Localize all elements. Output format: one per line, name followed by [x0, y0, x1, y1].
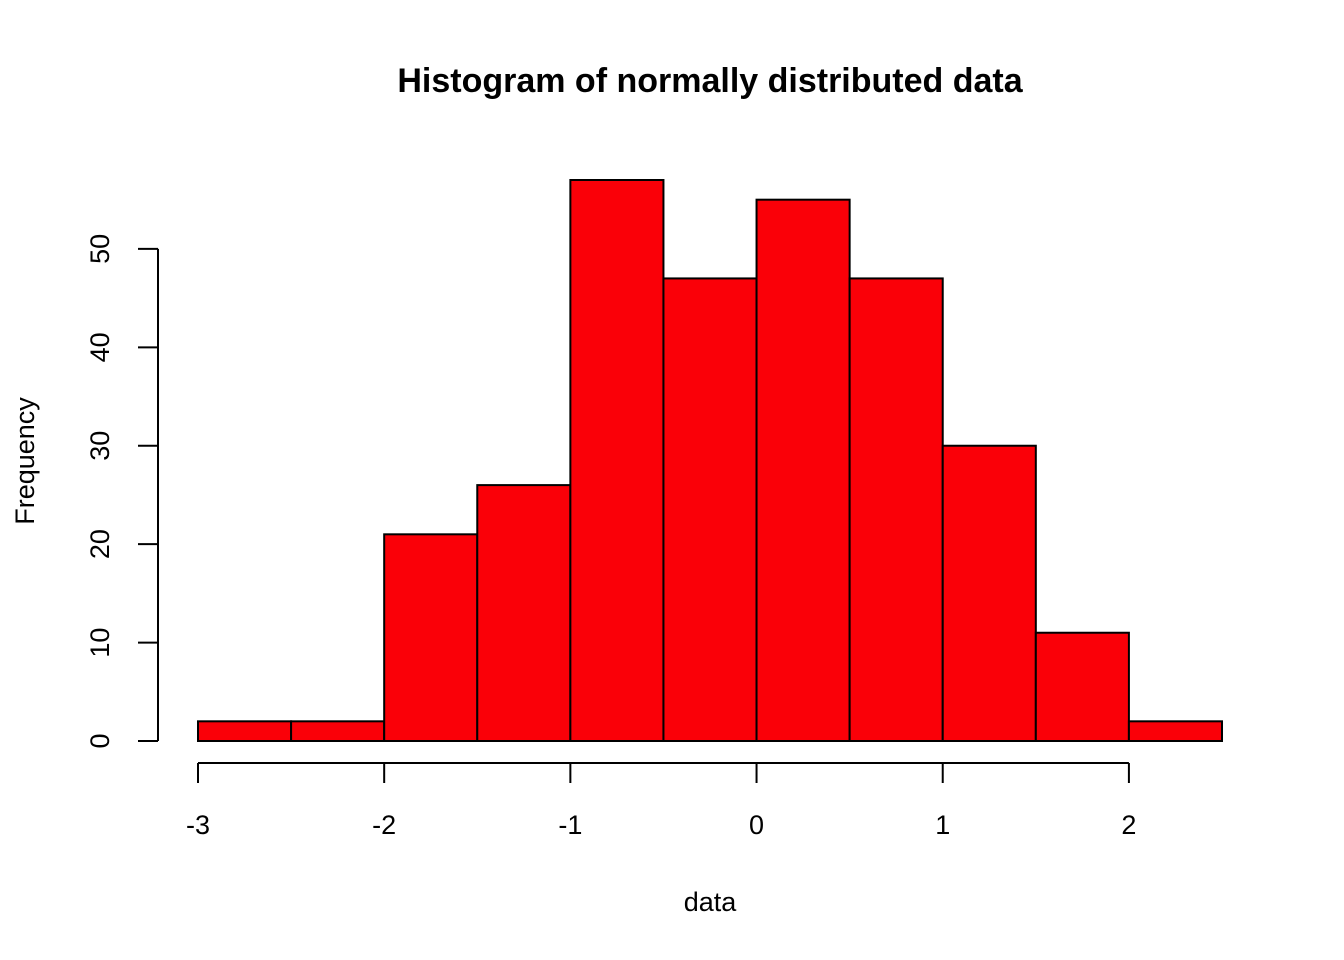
- histogram-bar: [290, 720, 386, 743]
- y-axis: 0 10 20 30 40 50: [85, 234, 159, 749]
- histogram-bar: [476, 484, 572, 742]
- y-tick-label: 20: [85, 529, 115, 559]
- y-tick-label: 0: [85, 733, 115, 748]
- x-tick-label: -3: [186, 810, 210, 840]
- histogram-bar: [1127, 720, 1223, 743]
- x-tick-label: 2: [1121, 810, 1136, 840]
- chart-title: Histogram of normally distributed data: [397, 62, 1023, 100]
- x-tick-label: -2: [372, 810, 396, 840]
- histogram-bar: [941, 444, 1037, 742]
- histogram-bar: [755, 198, 851, 742]
- histogram-bar: [848, 277, 944, 742]
- x-tick-label: 1: [935, 810, 950, 840]
- histogram-bar: [383, 533, 479, 742]
- y-tick-label: 10: [85, 628, 115, 658]
- y-axis-label: Frequency: [10, 397, 40, 525]
- y-tick-label: 30: [85, 431, 115, 461]
- histogram-bar: [1034, 631, 1130, 742]
- bars-group: [197, 179, 1223, 743]
- x-tick-label: -1: [558, 810, 582, 840]
- x-axis: -3 -2 -1 0 1 2: [186, 762, 1136, 840]
- histogram-bar: [197, 720, 293, 743]
- x-tick-label: 0: [749, 810, 764, 840]
- histogram-bar: [662, 277, 758, 742]
- y-tick-label: 50: [85, 234, 115, 264]
- y-tick-label: 40: [85, 332, 115, 362]
- x-axis-label: data: [684, 887, 738, 917]
- histogram-bar: [569, 179, 665, 742]
